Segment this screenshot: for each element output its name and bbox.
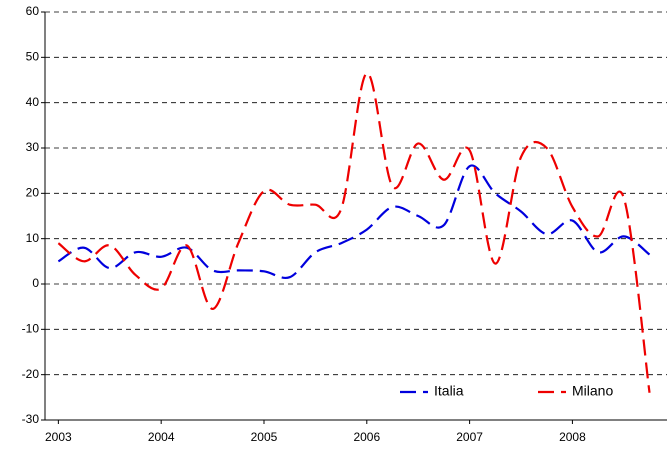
- x-tick-label: 2005: [251, 430, 278, 444]
- legend-label: Milano: [572, 383, 613, 399]
- x-tick-label: 2006: [353, 430, 380, 444]
- y-tick-label: -20: [22, 367, 40, 381]
- x-tick-label: 2008: [559, 430, 586, 444]
- y-tick-label: 10: [26, 231, 40, 245]
- series-line: [57, 72, 651, 393]
- legend-label: Italia: [434, 383, 464, 399]
- y-tick-label: -30: [22, 412, 40, 426]
- y-tick-label: 50: [26, 50, 40, 64]
- y-tick-label: -10: [22, 322, 40, 336]
- x-tick-label: 2007: [456, 430, 483, 444]
- y-tick-label: 30: [26, 140, 40, 154]
- y-tick-label: 40: [26, 95, 40, 109]
- x-tick-label: 2003: [45, 430, 72, 444]
- y-tick-label: 20: [26, 186, 40, 200]
- x-tick-label: 2004: [148, 430, 175, 444]
- y-tick-label: 0: [32, 276, 39, 290]
- y-tick-label: 60: [26, 4, 40, 18]
- series-line: [57, 164, 651, 280]
